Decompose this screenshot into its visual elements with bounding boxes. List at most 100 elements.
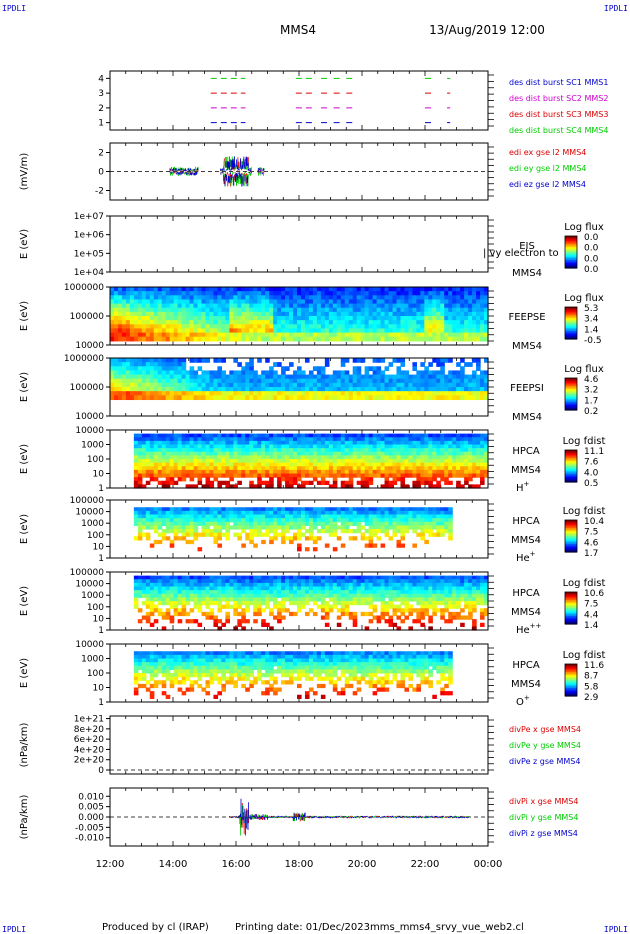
spectrogram-cell	[201, 299, 207, 305]
spectrogram-cell	[328, 328, 334, 334]
spectrogram-cell	[436, 311, 441, 317]
spectrogram-cell	[340, 374, 346, 380]
spectrogram-cell	[312, 440, 318, 446]
spectrogram-cell	[460, 311, 465, 317]
spectrogram-cell	[169, 582, 175, 588]
spectrogram-cell	[153, 437, 159, 442]
spectrogram-cell	[157, 382, 163, 388]
spectrogram-cell	[141, 303, 147, 309]
spectrogram-cell	[400, 514, 406, 519]
spectrogram-cell	[213, 295, 219, 301]
spectrogram-cell	[448, 510, 453, 516]
spectrogram-cell	[161, 507, 167, 512]
spectrogram-cell	[300, 437, 306, 442]
spectrogram-cell	[460, 387, 465, 392]
spectrogram-cell	[265, 466, 270, 471]
spectrogram-cell	[221, 378, 226, 384]
spectrogram-cell	[185, 287, 191, 292]
species-label: He+	[516, 550, 536, 564]
spectrogram-cell	[289, 295, 294, 301]
spectrogram-cell	[237, 374, 242, 380]
spectrogram-cell	[273, 536, 278, 541]
spectrogram-cell	[141, 295, 147, 301]
colorbar-cell	[565, 526, 577, 529]
spectrogram-cell	[253, 510, 258, 516]
spectrogram-cell	[293, 480, 298, 485]
spectrogram-cell	[332, 448, 338, 453]
spectrogram-cell	[205, 518, 211, 523]
spectrogram-cell	[237, 611, 242, 617]
spectrogram-cell	[372, 311, 378, 317]
spectrogram-cell	[201, 324, 207, 330]
spectrogram-cell	[444, 455, 449, 460]
spectrogram-cell	[468, 462, 473, 467]
spectrogram-cell	[348, 469, 354, 475]
spectrogram-cell	[376, 514, 382, 519]
spectrogram-cell	[308, 433, 314, 438]
spectrogram-cell	[193, 378, 199, 384]
spectrogram-cell	[312, 303, 318, 309]
spectrogram-cell	[320, 529, 326, 534]
spectrogram-cell	[197, 480, 203, 485]
spectrogram-cell	[396, 332, 402, 338]
spectrogram-cell	[157, 370, 163, 376]
spectrogram-cell	[205, 395, 211, 401]
spectrogram-cell	[392, 518, 398, 523]
spectrogram-cell	[388, 536, 394, 541]
spectrogram-cell	[344, 437, 350, 442]
spectrogram-cell	[173, 307, 179, 313]
spectrogram-cell	[336, 336, 342, 342]
spectrogram-cell	[436, 440, 441, 446]
colorbar-cell	[565, 337, 577, 340]
spectrogram-cell	[316, 437, 322, 442]
spectrogram-cell	[265, 579, 270, 584]
spectrogram-cell	[336, 510, 342, 516]
spectrogram-cell	[153, 469, 159, 475]
spectrogram-cell	[420, 529, 425, 534]
spectrogram-cell	[356, 462, 362, 467]
spectrogram-cell	[229, 462, 234, 467]
spectrogram-cell	[420, 440, 425, 446]
spectrogram-cell	[213, 525, 219, 530]
spectrogram-cell	[320, 387, 326, 392]
spectrogram-cell	[253, 448, 258, 453]
spectrogram-cell	[173, 604, 179, 609]
spectrogram-cell	[213, 615, 219, 620]
spectrogram-cell	[412, 332, 417, 338]
spectrogram-cell	[460, 466, 465, 471]
spectrogram-cell	[229, 378, 234, 384]
spectrogram-cell	[141, 433, 147, 438]
spectrogram-cell	[145, 615, 151, 620]
spectrogram-cell	[197, 303, 203, 309]
spectrogram-cell	[221, 387, 226, 392]
spectrogram-cell	[328, 529, 334, 534]
spectrogram-cell	[380, 451, 386, 456]
spectrogram-cell	[304, 466, 310, 471]
spectrogram-cell	[372, 324, 378, 330]
spectrogram-cell	[181, 532, 187, 537]
spectrogram-cell	[141, 521, 147, 526]
spectrogram-cell	[245, 455, 250, 460]
spectrogram-cell	[336, 382, 342, 388]
spectrogram-cell	[269, 324, 274, 330]
spectrogram-cell	[304, 374, 310, 380]
spectrogram-cell	[149, 320, 155, 325]
spectrogram-cell	[480, 370, 485, 376]
spectrogram-cell	[209, 529, 215, 534]
spectrogram-cell	[320, 514, 326, 519]
spectrogram-cell	[277, 455, 282, 460]
spectrogram-cell	[420, 374, 425, 380]
spectrogram-cell	[400, 455, 406, 460]
spectrogram-cell	[165, 395, 171, 401]
spectrogram-cell	[444, 459, 449, 464]
spectrogram-cell	[213, 433, 219, 438]
spectrogram-cell	[464, 455, 469, 460]
spectrogram-cell	[121, 362, 127, 367]
spectrogram-cell	[348, 484, 354, 489]
spectrogram-cell	[396, 466, 402, 471]
spectrogram-cell	[404, 437, 410, 442]
spectrogram-cell	[273, 518, 278, 523]
spectrogram-cell	[436, 518, 441, 523]
spectrogram-cell	[221, 521, 226, 526]
spectrogram-cell	[348, 291, 354, 296]
